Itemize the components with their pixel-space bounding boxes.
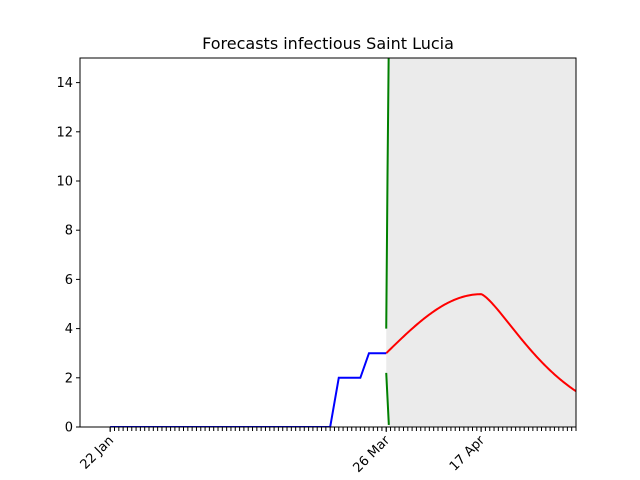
- y-tick-label: 4: [65, 322, 73, 337]
- y-tick-label: 12: [56, 125, 73, 140]
- y-tick-label: 2: [65, 371, 73, 386]
- forecast-line: [385, 293, 576, 393]
- chart-title: Forecasts infectious Saint Lucia: [202, 34, 454, 53]
- y-tick-label: 6: [65, 273, 73, 288]
- observed-line: [110, 352, 387, 427]
- x-minor-ticks: [109, 427, 577, 431]
- plot-area: [110, 58, 576, 427]
- confidence-band-fill: [386, 58, 576, 427]
- plot-frame: [79, 57, 577, 428]
- y-axis: 0 2 4 6 8 10 12 14: [56, 76, 80, 436]
- y-tick-label: 10: [56, 175, 73, 190]
- y-tick-label: 8: [65, 224, 73, 239]
- confidence-band-lower-line: [385, 372, 390, 426]
- y-tick-label: 14: [56, 76, 73, 91]
- y-tick-label: 0: [65, 421, 73, 436]
